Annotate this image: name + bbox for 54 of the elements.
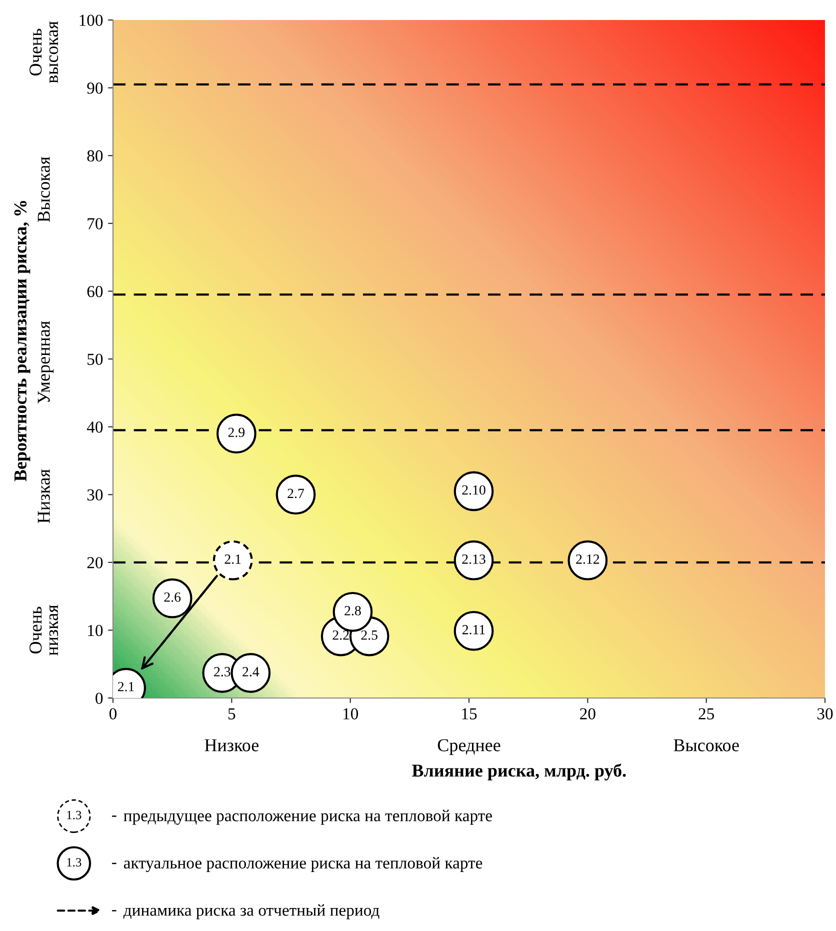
text: Высокая (38, 156, 50, 222)
y-tick-label: 90 (87, 82, 103, 94)
annotation: 2.11 (462, 625, 485, 634)
annotation: 2.1 (118, 682, 134, 692)
point (212, 540, 253, 580)
x-tick-label: 5 (228, 708, 236, 720)
text: Низкое (204, 739, 259, 752)
legend-label: динамика риска за отчетный период (123, 904, 380, 920)
annotation: 2.12 (576, 554, 600, 564)
x-tick-label: 25 (698, 708, 714, 720)
text: Высокое (674, 739, 739, 752)
text: Очень высокая (30, 21, 58, 84)
annotation: 2.1 (224, 554, 241, 564)
y-tick-label: 50 (88, 354, 103, 365)
x-tick-label: 15 (462, 708, 477, 720)
legend-label: актуальное расположение риска на тепловой карте (124, 857, 482, 872)
text: - (112, 816, 116, 817)
y-tick-label: 40 (86, 422, 103, 433)
y-tick-label: 0 (96, 692, 103, 704)
legend-label: предыдущее расположение риска на тепловой карте (124, 810, 492, 825)
text: Среднее (438, 739, 500, 756)
y-tick-label: 10 (88, 624, 103, 636)
annotation: 2.4 (242, 667, 260, 676)
text: Умеренная (38, 321, 54, 404)
y-tick-label: 100 (80, 14, 103, 26)
annotation: 2.3 (214, 667, 230, 676)
annotation: 2.9 (228, 428, 245, 438)
y-tick-label: 60 (87, 286, 103, 298)
text: - (112, 862, 116, 864)
text: 1.3 (67, 858, 82, 867)
point (230, 652, 271, 693)
x-tick-label: 0 (109, 708, 117, 720)
annotation: 2.10 (462, 485, 486, 495)
text: 1.3 (67, 810, 82, 820)
x-tick-label: 30 (817, 708, 833, 720)
annotation: 2.2 (332, 630, 349, 640)
annotation: 2.7 (288, 488, 304, 498)
annotation: 2.13 (462, 554, 486, 564)
annotation: 2.5 (361, 630, 378, 640)
point (216, 414, 256, 454)
y-tick-label: 30 (87, 489, 103, 501)
text: - (112, 910, 116, 912)
y-axis-title: Вероятность реализации риска, % (14, 200, 30, 482)
point (152, 578, 192, 618)
annotation: 2.8 (344, 606, 361, 616)
annotation: 2.6 (164, 592, 181, 602)
x-tick-label: 10 (343, 708, 358, 720)
text: Очень низкая (30, 604, 58, 656)
x-tick-label: 20 (580, 708, 596, 720)
x-axis-title: Влияние риска, млрд. руб. (412, 764, 626, 780)
y-tick-label: 80 (87, 150, 103, 162)
y-tick-label: 70 (88, 218, 103, 230)
text: Низкая (38, 469, 50, 524)
y-tick-label: 20 (87, 557, 103, 568)
